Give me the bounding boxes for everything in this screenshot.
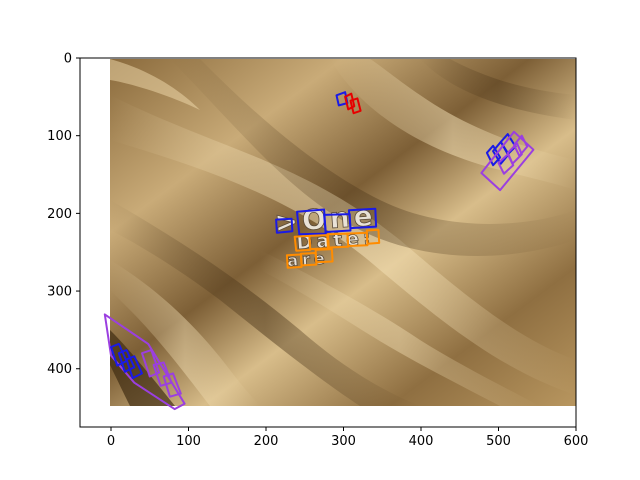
- box-are-e-polygon: [314, 248, 334, 264]
- axes-frame: [79, 57, 577, 428]
- box-one-n-polygon: [323, 213, 352, 233]
- box-left-3-polygon: [125, 355, 143, 380]
- box-date-e-polygon: [346, 231, 369, 247]
- box-left-5-polygon: [152, 361, 173, 387]
- box-left-6-polygon: [162, 372, 182, 398]
- box-date-colon-polygon: [365, 228, 381, 245]
- box-left-outer-polygon: [103, 313, 186, 411]
- x-tick-label: 400: [409, 434, 434, 449]
- y-tick-label: 100: [47, 129, 72, 144]
- x-axis: 0 100 200 300 400 500 600: [107, 427, 589, 449]
- box-one-e-polygon: [347, 207, 378, 230]
- y-tick-label: 200: [47, 207, 72, 222]
- box-left-4-polygon: [141, 349, 161, 378]
- x-tick-label: 200: [254, 434, 279, 449]
- y-tick-label: 300: [47, 285, 72, 300]
- box-are-r-polygon: [299, 252, 318, 267]
- box-one-arrow-polygon: [275, 217, 294, 234]
- y-tick-label: 400: [47, 362, 72, 377]
- x-tick-label: 300: [331, 434, 356, 449]
- x-tick-label: 600: [564, 434, 589, 449]
- box-right-outer-polygon: [480, 130, 535, 192]
- y-tick-label: 0: [64, 52, 72, 67]
- x-tick-label: 500: [486, 434, 511, 449]
- box-left-2-polygon: [117, 349, 136, 373]
- x-tick-label: 100: [176, 434, 201, 449]
- x-tick-label: 0: [107, 434, 115, 449]
- box-right-4-polygon: [497, 153, 515, 175]
- box-right-6-polygon: [513, 134, 529, 157]
- satin-fabric-photo: [110, 59, 576, 406]
- box-are-a-polygon: [285, 253, 303, 269]
- box-top-3-polygon: [349, 97, 362, 115]
- box-top-2-polygon: [344, 92, 356, 111]
- y-axis: 0 100 200 300 400: [47, 52, 80, 377]
- annotation-overlay: [103, 91, 535, 411]
- box-one-O-polygon: [296, 208, 327, 236]
